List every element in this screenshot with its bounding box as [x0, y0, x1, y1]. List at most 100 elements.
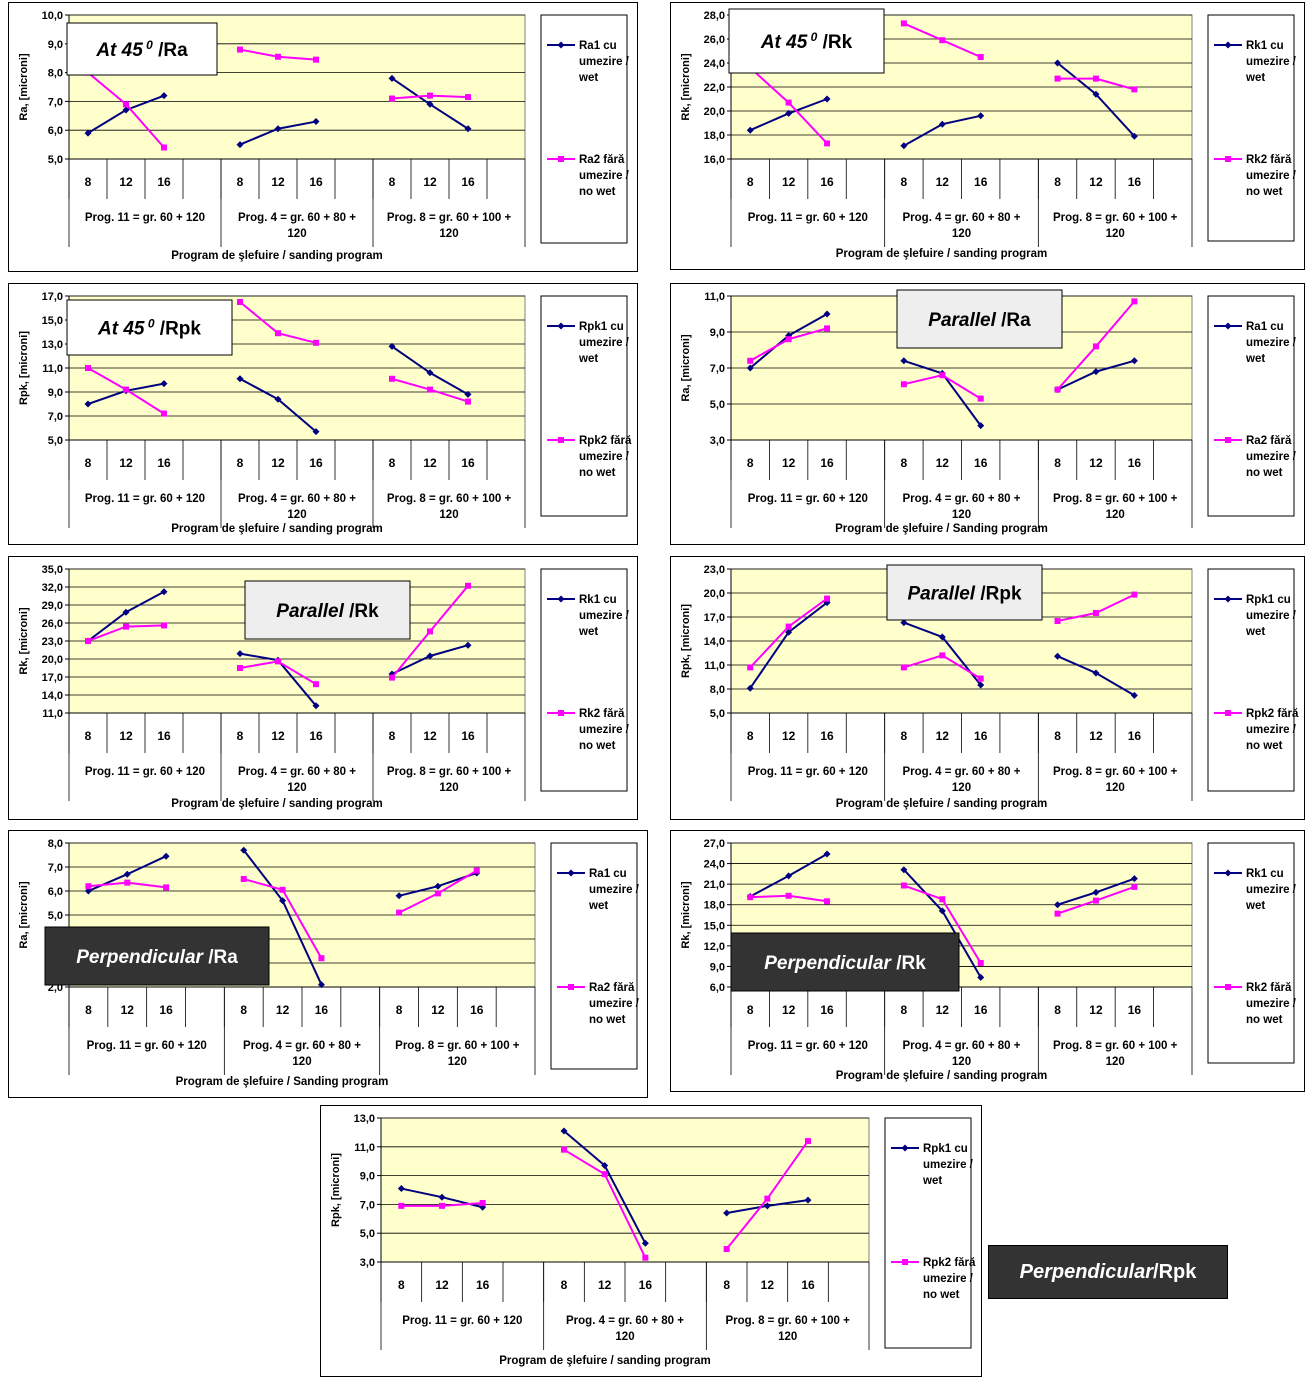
chart-title: Perpendicular /Rk: [764, 953, 926, 974]
y-tick-label: 21,0: [704, 879, 725, 891]
data-point: [642, 1254, 649, 1261]
x-tick-label: 12: [276, 1003, 290, 1017]
y-tick-label: 6,0: [48, 125, 63, 137]
x-tick-label: 8: [901, 729, 908, 743]
data-point: [438, 1193, 446, 1201]
y-tick-label: 18,0: [704, 900, 725, 912]
chart-title-box: [730, 932, 960, 992]
data-point: [1054, 652, 1062, 660]
x-group-label: 120: [615, 1331, 634, 1343]
x-group-label: Prog. 4 = gr. 60 + 80 +: [566, 1315, 684, 1327]
x-tick-label: 16: [974, 456, 988, 470]
x-tick-label: 8: [1054, 1003, 1061, 1017]
x-group-label: Prog. 8 = gr. 60 + 100 +: [387, 766, 512, 778]
x-tick-label: 8: [237, 456, 244, 470]
legend: [1207, 568, 1295, 792]
data-point: [160, 380, 168, 388]
x-group-label: Prog. 4 = gr. 60 + 80 +: [243, 1040, 361, 1052]
data-point: [977, 112, 985, 120]
data-point: [939, 37, 946, 44]
x-tick-label: 16: [1128, 729, 1142, 743]
x-group-label: Prog. 4 = gr. 60 + 80 +: [903, 766, 1021, 778]
x-group-label: Prog. 11 = gr. 60 + 120: [748, 766, 868, 778]
y-axis-label: Rk, [microni]: [18, 607, 30, 675]
x-tick-label: 16: [820, 456, 834, 470]
data-point: [473, 867, 480, 874]
legend-marker: [1225, 710, 1231, 716]
x-group-label: 120: [1106, 228, 1125, 240]
data-point: [785, 628, 793, 636]
data-point: [162, 852, 170, 860]
data-point: [1054, 910, 1061, 917]
data-point: [938, 633, 946, 641]
data-point: [389, 95, 395, 102]
data-point: [823, 310, 831, 318]
x-group-label: 120: [439, 509, 458, 521]
x-tick-label: 8: [240, 1003, 247, 1017]
x-tick-label: 8: [237, 175, 244, 189]
chart-title: Parallel /Ra: [928, 310, 1031, 331]
x-axis-label: Program de şlefuire / sanding program: [171, 523, 383, 535]
data-point: [1054, 618, 1061, 624]
y-axis-label: Rk, [microni]: [680, 881, 692, 949]
y-axis-label: Ra, [microni]: [18, 53, 30, 121]
y-tick-label: 9,0: [710, 327, 725, 339]
x-tick-label: 16: [309, 456, 323, 470]
data-point: [785, 892, 792, 899]
legend-label: wet: [1245, 626, 1265, 638]
chart-45-rpk: 5,0 7,0 9,0 11,0 13,0 15,0 17,0 Rpk, [microni] 8…: [8, 283, 638, 545]
legend-label: umezire /: [1246, 884, 1297, 896]
y-tick-label: 6,0: [710, 982, 725, 994]
x-group-label: Prog. 11 = gr. 60 + 120: [402, 1315, 522, 1327]
x-tick-label: 8: [901, 1003, 908, 1017]
y-axis-label: Rpk, [microni]: [18, 331, 30, 405]
x-tick-label: 12: [936, 729, 950, 743]
chart-svg: 5,0 8,0 11,0 14,0 17,0 20,0 23,0 Rpk, [microni]…: [680, 564, 1299, 810]
data-point: [1092, 610, 1099, 616]
data-point: [1131, 298, 1138, 305]
x-tick-label: 16: [639, 1278, 653, 1292]
chart-title-rest: /Rk: [891, 953, 926, 974]
x-group-label: 120: [952, 509, 971, 521]
data-point: [1130, 875, 1138, 883]
legend-label: Ra2 fără: [1246, 435, 1292, 447]
data-point: [824, 898, 831, 905]
chart-title-box: [66, 299, 233, 356]
x-group-label: 120: [1106, 782, 1125, 794]
data-point: [1092, 343, 1099, 350]
y-tick-label: 11,0: [704, 660, 725, 672]
chart-title-rest: /Rpk: [975, 584, 1022, 605]
chart-svg: 5,0 6,0 7,0 8,0 9,0 10,0 Ra, [microni] 8 12 16 Pro…: [18, 10, 630, 262]
legend-label: umezire /: [579, 56, 630, 68]
x-group-label: 120: [287, 228, 306, 240]
data-point: [237, 299, 243, 305]
legend-label: Rpk1 cu: [923, 1143, 968, 1155]
x-group-label: 120: [287, 782, 306, 794]
legend-marker: [1225, 984, 1231, 990]
data-point: [824, 325, 831, 332]
data-point: [84, 129, 92, 137]
legend-label: umezire /: [579, 451, 630, 463]
x-tick-label: 8: [1054, 456, 1061, 470]
legend-label: Rk2 fără: [1246, 154, 1292, 166]
y-tick-label: 9,0: [48, 39, 63, 51]
chart-title-rest: /Ra: [996, 310, 1031, 331]
legend-label: Ra1 cu: [579, 40, 617, 52]
data-point: [434, 890, 441, 897]
y-tick-label: 5,0: [48, 435, 63, 447]
y-axis-label: Rk, [microni]: [680, 53, 692, 121]
y-tick-label: 29,0: [42, 600, 63, 612]
x-tick-label: 12: [936, 1003, 950, 1017]
legend-label: wet: [1245, 353, 1265, 365]
y-tick-label: 7,0: [360, 1199, 375, 1211]
x-group-label: Prog. 8 = gr. 60 + 100 +: [1053, 212, 1178, 224]
data-point: [122, 608, 130, 616]
legend-marker: [1225, 156, 1231, 162]
legend-label: no wet: [923, 1289, 960, 1301]
x-tick-label: 8: [389, 729, 396, 743]
y-tick-label: 11,0: [704, 291, 725, 303]
data-point: [823, 95, 831, 103]
x-tick-label: 12: [431, 1003, 445, 1017]
data-point: [123, 623, 129, 630]
data-point: [939, 652, 946, 659]
